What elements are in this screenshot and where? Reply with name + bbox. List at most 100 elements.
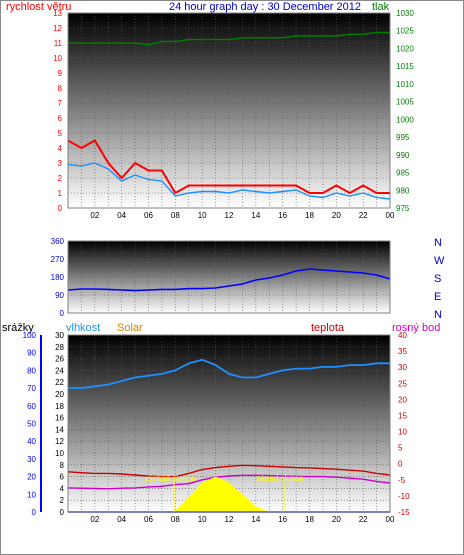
pressure-tick-label: 1020 xyxy=(396,44,414,53)
pressure-line xyxy=(68,31,390,46)
x-tick-label: 08 xyxy=(171,211,180,220)
pressure-tick-label: 980 xyxy=(396,186,410,195)
pressure-tick-label: 1015 xyxy=(396,62,414,71)
pressure-tick-label: 995 xyxy=(396,133,410,142)
direction-tick-label: 90 xyxy=(55,291,64,300)
x-tick-label: 18 xyxy=(305,211,314,220)
temperature-tick-label: 20 xyxy=(398,395,407,404)
solar-tick-label: 18 xyxy=(55,402,64,411)
direction-tick-label: 0 xyxy=(60,309,65,318)
compass-label: N xyxy=(434,237,442,249)
x-tick-label: 04 xyxy=(117,515,126,524)
temperature-tick-label: 40 xyxy=(398,331,407,340)
wind-tick-label: 7 xyxy=(58,99,63,108)
temperature-axis-label: teplota xyxy=(311,322,345,334)
wind-axis-label: rychlost větru xyxy=(6,1,71,13)
x-tick-label: 20 xyxy=(332,211,341,220)
rain-tick-label: 0 xyxy=(32,508,37,517)
solar-tick-label: 16 xyxy=(55,414,64,423)
wind-tick-label: 4 xyxy=(58,144,63,153)
solar-tick-label: 4 xyxy=(60,484,65,493)
chart-title: 24 hour graph day : 30 December 2012 xyxy=(169,1,361,13)
x-tick-label: 08 xyxy=(171,515,180,524)
panel-border xyxy=(67,12,391,209)
sunset-marker-label: západ slunce xyxy=(256,474,304,483)
solar-tick-label: 8 xyxy=(60,461,65,470)
rain-tick-label: 80 xyxy=(27,366,36,375)
x-tick-label: 22 xyxy=(359,515,368,524)
pressure-tick-label: 1005 xyxy=(396,98,414,107)
wind-tick-label: 2 xyxy=(58,174,63,183)
x-tick-label: 18 xyxy=(305,515,314,524)
temperature-tick-label: 10 xyxy=(398,428,407,437)
x-tick-label: 14 xyxy=(251,515,260,524)
pressure-tick-label: 985 xyxy=(396,169,410,178)
x-tick-label: 06 xyxy=(144,515,153,524)
wind-tick-label: 0 xyxy=(58,204,63,213)
wind-tick-label: 6 xyxy=(58,114,63,123)
panel-border xyxy=(67,240,391,314)
dewpoint-axis-label: rosný bod xyxy=(392,322,440,334)
rain-tick-label: 20 xyxy=(27,473,36,482)
wind-tick-label: 8 xyxy=(58,84,63,93)
rain-axis-label: srážky xyxy=(2,322,34,334)
temperature-tick-label: 0 xyxy=(398,460,403,469)
solar-tick-label: 14 xyxy=(55,425,64,434)
solar-tick-label: 6 xyxy=(60,473,65,482)
solar-tick-label: 30 xyxy=(55,331,64,340)
rain-tick-label: 90 xyxy=(27,349,36,358)
direction-tick-label: 270 xyxy=(51,255,65,264)
pressure-tick-label: 990 xyxy=(396,151,410,160)
pressure-tick-label: 1025 xyxy=(396,27,414,36)
direction-tick-label: 180 xyxy=(51,273,65,282)
solar-tick-label: 2 xyxy=(60,496,65,505)
pressure-tick-label: 1030 xyxy=(396,9,414,18)
wind-speed-line xyxy=(67,139,390,195)
compass-label: N xyxy=(434,309,442,321)
wind-tick-label: 5 xyxy=(58,129,63,138)
rain-tick-label: 60 xyxy=(27,402,36,411)
x-tick-label: 02 xyxy=(90,515,99,524)
rain-tick-label: 30 xyxy=(27,455,36,464)
x-tick-label: 22 xyxy=(359,211,368,220)
x-tick-label: 00 xyxy=(386,211,395,220)
x-tick-label: 16 xyxy=(278,515,287,524)
humidity-line xyxy=(68,358,390,389)
sunrise-marker-label: východ slunce xyxy=(145,474,196,483)
wind-tick-label: 10 xyxy=(53,54,62,63)
wind-tick-label: 9 xyxy=(58,69,63,78)
wind-direction-line xyxy=(67,268,391,292)
temperature-tick-label: 15 xyxy=(398,411,407,420)
solar-tick-label: 24 xyxy=(55,366,64,375)
wind-tick-label: 1 xyxy=(58,189,63,198)
pressure-tick-label: 975 xyxy=(396,204,410,213)
x-tick-label: 12 xyxy=(225,211,234,220)
rain-tick-label: 100 xyxy=(23,331,37,340)
compass-label: S xyxy=(434,273,441,285)
solar-tick-label: 0 xyxy=(60,508,65,517)
wind-tick-label: 13 xyxy=(53,9,62,18)
dewpoint-line xyxy=(67,474,391,490)
wind-tick-label: 3 xyxy=(58,159,63,168)
rain-tick-label: 50 xyxy=(27,420,36,429)
x-tick-label: 16 xyxy=(278,211,287,220)
solar-tick-label: 26 xyxy=(55,355,64,364)
temperature-tick-label: -5 xyxy=(398,476,406,485)
temperature-tick-label: 25 xyxy=(398,379,407,388)
x-tick-label: 12 xyxy=(225,515,234,524)
solar-tick-label: 10 xyxy=(55,449,64,458)
wind-average-line xyxy=(67,162,391,200)
x-tick-label: 04 xyxy=(117,211,126,220)
temperature-tick-label: -15 xyxy=(398,508,410,517)
rain-tick-label: 10 xyxy=(27,490,36,499)
x-tick-label: 06 xyxy=(144,211,153,220)
pressure-tick-label: 1010 xyxy=(396,80,414,89)
compass-label: W xyxy=(434,255,445,267)
solar-tick-label: 28 xyxy=(55,343,64,352)
solar-tick-label: 20 xyxy=(55,390,64,399)
solar-tick-label: 12 xyxy=(55,437,64,446)
solar-axis-label: Solar xyxy=(117,322,143,334)
pressure-tick-label: 1000 xyxy=(396,115,414,124)
